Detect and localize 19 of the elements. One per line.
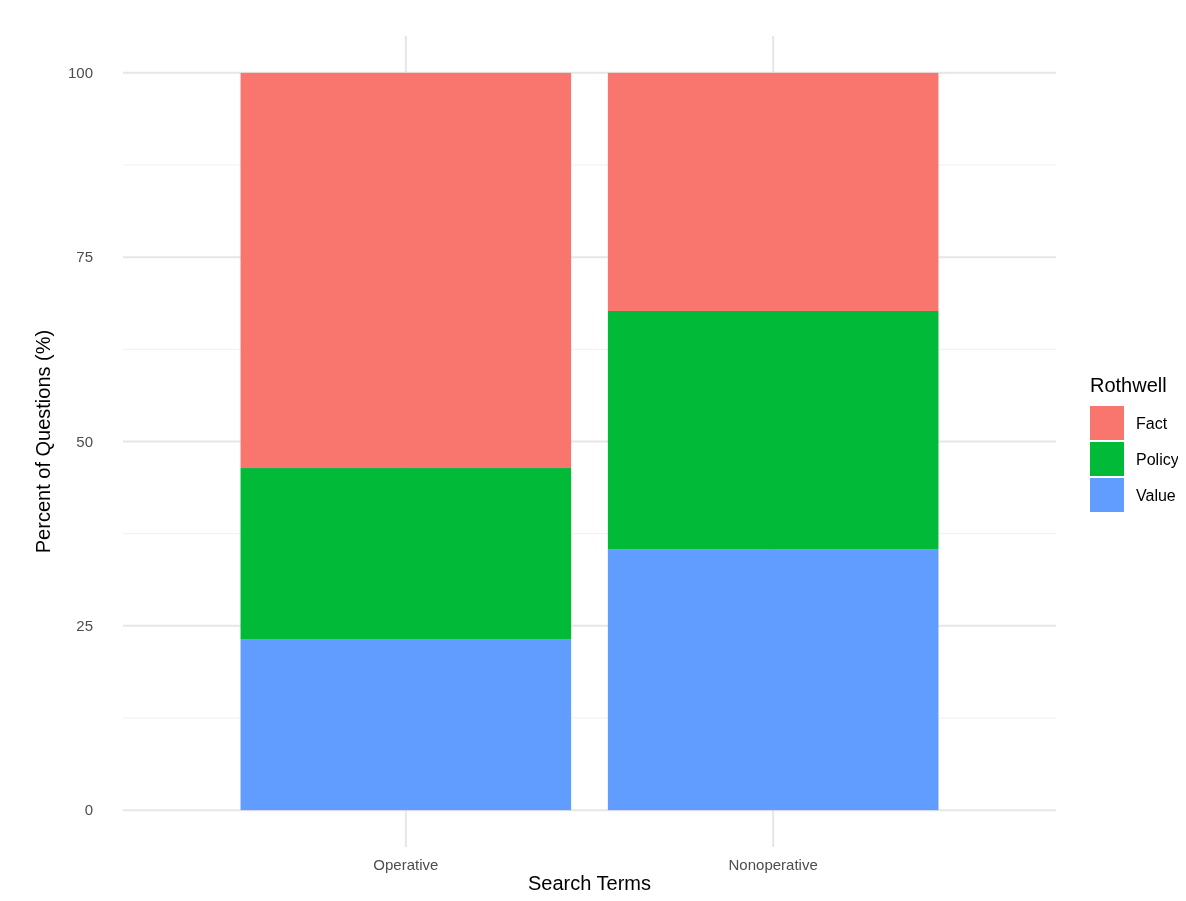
legend-label: Value xyxy=(1136,487,1176,504)
bar xyxy=(607,549,939,811)
x-tick-label: Operative xyxy=(373,856,439,873)
y-tick-label: 75 xyxy=(76,248,93,266)
bar xyxy=(607,72,939,311)
y-tick-label: 25 xyxy=(76,617,93,635)
legend-title: Rothwell xyxy=(1090,374,1167,396)
legend-label: Policy xyxy=(1136,451,1179,468)
y-tick-label: 50 xyxy=(76,432,93,450)
bar xyxy=(607,311,939,550)
bar xyxy=(240,468,572,640)
bar xyxy=(240,72,572,469)
legend-label: Fact xyxy=(1136,415,1168,432)
y-tick-label: 0 xyxy=(84,801,93,819)
x-axis-title: Search Terms xyxy=(527,872,652,894)
bar xyxy=(240,639,572,811)
y-axis-title: Percent of Questions (%) xyxy=(32,329,54,554)
y-tick-label: 100 xyxy=(67,64,93,82)
x-tick-label: Nonoperative xyxy=(728,856,818,873)
